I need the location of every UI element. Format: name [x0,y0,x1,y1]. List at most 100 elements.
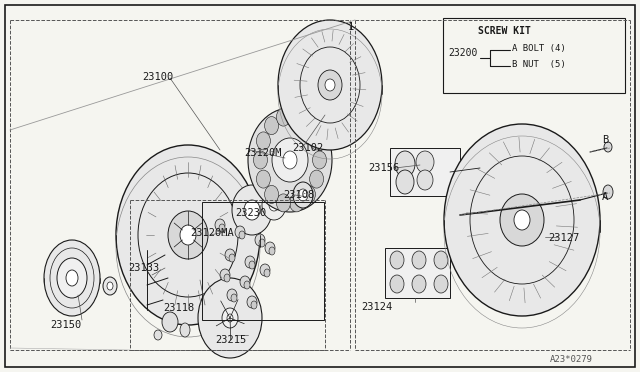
Ellipse shape [219,224,225,232]
Ellipse shape [249,261,255,269]
Ellipse shape [103,277,117,295]
Ellipse shape [396,170,414,194]
Ellipse shape [514,210,530,230]
Ellipse shape [229,254,235,262]
Ellipse shape [269,199,279,211]
Text: 23120MA: 23120MA [190,228,234,238]
Text: 23124: 23124 [361,302,392,312]
Ellipse shape [248,108,332,212]
Ellipse shape [227,289,237,301]
Ellipse shape [395,151,415,177]
Ellipse shape [215,219,225,231]
Ellipse shape [310,132,324,150]
Ellipse shape [239,231,245,239]
Ellipse shape [107,282,113,290]
Ellipse shape [289,108,303,126]
Ellipse shape [227,314,233,322]
Text: A23*0279: A23*0279 [550,355,593,364]
Ellipse shape [604,142,612,152]
Ellipse shape [224,274,230,282]
Ellipse shape [603,185,613,199]
Ellipse shape [57,258,87,298]
Ellipse shape [253,151,268,169]
Text: 23150: 23150 [50,320,81,330]
Ellipse shape [434,275,448,293]
Ellipse shape [390,275,404,293]
Ellipse shape [312,151,326,169]
Ellipse shape [265,242,275,254]
Text: 23108: 23108 [283,190,314,200]
Ellipse shape [198,278,262,358]
Text: 23100: 23100 [142,72,173,82]
Ellipse shape [225,249,235,261]
Text: 23200: 23200 [448,48,477,58]
Text: 23133: 23133 [128,263,159,273]
Ellipse shape [168,211,208,259]
Ellipse shape [269,247,275,255]
Text: 23118: 23118 [163,303,195,313]
Ellipse shape [180,225,196,245]
Ellipse shape [301,116,316,135]
Bar [390,148,460,196]
Ellipse shape [417,170,433,190]
Ellipse shape [235,226,245,238]
Ellipse shape [412,275,426,293]
Text: A: A [602,192,608,202]
Text: 23215: 23215 [215,335,246,345]
Ellipse shape [232,185,272,235]
Text: 23102: 23102 [292,143,323,153]
Bar [202,202,324,320]
Ellipse shape [116,145,260,325]
Ellipse shape [500,194,544,246]
Ellipse shape [276,108,291,126]
Text: 1: 1 [348,22,355,32]
Ellipse shape [259,239,265,247]
Bar [385,248,450,298]
Ellipse shape [293,182,313,208]
Text: 23230: 23230 [235,208,266,218]
Text: A BOLT (4): A BOLT (4) [512,44,566,53]
Ellipse shape [66,270,78,286]
Ellipse shape [278,20,382,150]
Text: B: B [602,135,608,145]
Text: 23120M: 23120M [244,148,282,158]
Ellipse shape [251,301,257,309]
Ellipse shape [264,185,278,203]
Ellipse shape [245,256,255,268]
Ellipse shape [220,269,230,281]
Ellipse shape [310,170,324,188]
Ellipse shape [416,151,434,173]
Ellipse shape [154,330,162,340]
Ellipse shape [264,116,278,135]
Text: 23127: 23127 [548,233,579,243]
Ellipse shape [262,190,286,220]
Ellipse shape [240,276,250,288]
Ellipse shape [162,312,178,332]
Ellipse shape [247,296,257,308]
Ellipse shape [260,264,270,276]
Ellipse shape [255,234,265,246]
Ellipse shape [301,185,316,203]
Ellipse shape [390,251,404,269]
Text: SCREW KIT: SCREW KIT [478,26,531,36]
Ellipse shape [244,200,260,220]
Ellipse shape [298,189,308,201]
Ellipse shape [276,194,291,212]
Ellipse shape [434,251,448,269]
Ellipse shape [257,132,271,150]
Ellipse shape [44,240,100,316]
Text: B NUT  (5): B NUT (5) [512,60,566,69]
Ellipse shape [180,323,190,337]
Ellipse shape [222,308,238,328]
Ellipse shape [272,138,308,182]
Ellipse shape [257,170,271,188]
Ellipse shape [283,151,297,169]
Ellipse shape [412,251,426,269]
Bar [443,18,625,93]
Ellipse shape [244,281,250,289]
Ellipse shape [480,160,490,172]
Text: 23156: 23156 [368,163,399,173]
Ellipse shape [264,269,270,277]
Ellipse shape [231,294,237,302]
Ellipse shape [325,79,335,91]
